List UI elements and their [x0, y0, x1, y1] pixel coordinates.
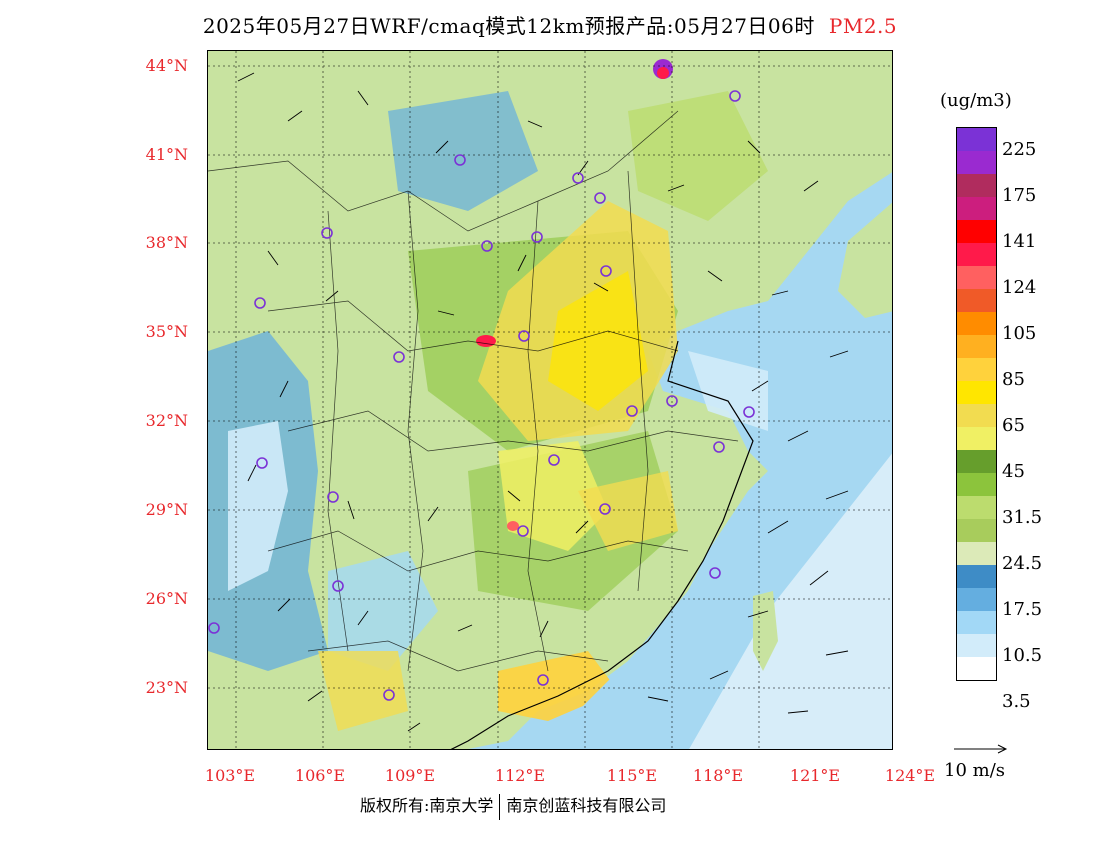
- color-swatch: [957, 220, 996, 243]
- color-swatch: [957, 197, 996, 220]
- color-scale-label: 85: [1002, 369, 1025, 390]
- color-scale-label: 65: [1002, 415, 1025, 436]
- color-scale-label: 17.5: [1002, 599, 1043, 620]
- lon-label-115e: 115°E: [606, 766, 658, 785]
- map-title: 2025年05月27日WRF/cmaq模式12km预报产品:05月27日06时 P…: [0, 10, 1100, 39]
- lon-label-112e: 112°E: [494, 766, 546, 785]
- color-swatch: [957, 174, 996, 197]
- color-scale-label: 124: [1002, 277, 1037, 298]
- color-swatch: [957, 450, 996, 473]
- color-swatch: [957, 519, 996, 542]
- lon-label-106e: 106°E: [294, 766, 346, 785]
- lon-label-103e: 103°E: [204, 766, 256, 785]
- color-scale-label: 225: [1002, 139, 1037, 160]
- color-scale-label: 175: [1002, 185, 1037, 206]
- copyright-credit: 版权所有:南京大学 南京创蓝科技有限公司: [360, 792, 666, 820]
- color-scale-bar: [956, 127, 997, 681]
- color-swatch: [957, 473, 996, 496]
- color-swatch: [957, 358, 996, 381]
- color-scale-label: 31.5: [1002, 507, 1043, 528]
- color-swatch: [957, 588, 996, 611]
- lat-label-26n: 26°N: [145, 589, 188, 608]
- color-swatch: [957, 381, 996, 404]
- color-swatch: [957, 335, 996, 358]
- legend-unit: (ug/m3): [940, 90, 1012, 111]
- color-swatch: [957, 565, 996, 588]
- color-scale-label: 45: [1002, 461, 1025, 482]
- lon-label-124e: 124°E: [884, 766, 936, 785]
- lat-label-23n: 23°N: [145, 678, 188, 697]
- lon-label-121e: 121°E: [789, 766, 841, 785]
- credit-owner: 版权所有:南京大学: [360, 796, 494, 815]
- lat-label-38n: 38°N: [145, 233, 188, 252]
- lat-label-41n: 41°N: [145, 145, 188, 164]
- lat-label-44n: 44°N: [145, 56, 188, 75]
- color-scale-label: 141: [1002, 231, 1037, 252]
- lat-label-35n: 35°N: [145, 322, 188, 341]
- color-swatch: [957, 151, 996, 174]
- color-swatch: [957, 427, 996, 450]
- color-swatch: [957, 611, 996, 634]
- lat-label-32n: 32°N: [145, 411, 188, 430]
- wind-reference-label: 10 m/s: [944, 760, 1005, 781]
- color-scale-label: 10.5: [1002, 645, 1043, 666]
- title-text: 2025年05月27日WRF/cmaq模式12km预报产品:05月27日06时: [202, 14, 815, 38]
- color-swatch: [957, 634, 996, 657]
- color-swatch: [957, 496, 996, 519]
- color-swatch: [957, 404, 996, 427]
- color-scale-label: 105: [1002, 323, 1037, 344]
- color-swatch: [957, 657, 996, 680]
- color-swatch: [957, 289, 996, 312]
- lon-label-118e: 118°E: [692, 766, 744, 785]
- color-swatch: [957, 542, 996, 565]
- concentration-field: [208, 51, 892, 749]
- credit-company: 南京创蓝科技有限公司: [506, 796, 667, 815]
- color-swatch: [957, 128, 996, 151]
- forecast-map: [207, 50, 893, 750]
- lon-label-109e: 109°E: [384, 766, 436, 785]
- color-scale-label: 24.5: [1002, 553, 1043, 574]
- credit-separator: [499, 793, 501, 820]
- color-swatch: [957, 312, 996, 335]
- color-swatch: [957, 266, 996, 289]
- color-swatch: [957, 243, 996, 266]
- color-scale-label: 3.5: [1002, 691, 1031, 712]
- pollutant-label: PM2.5: [828, 14, 898, 38]
- lat-label-29n: 29°N: [145, 500, 188, 519]
- wind-reference-arrow-icon: [954, 744, 1008, 754]
